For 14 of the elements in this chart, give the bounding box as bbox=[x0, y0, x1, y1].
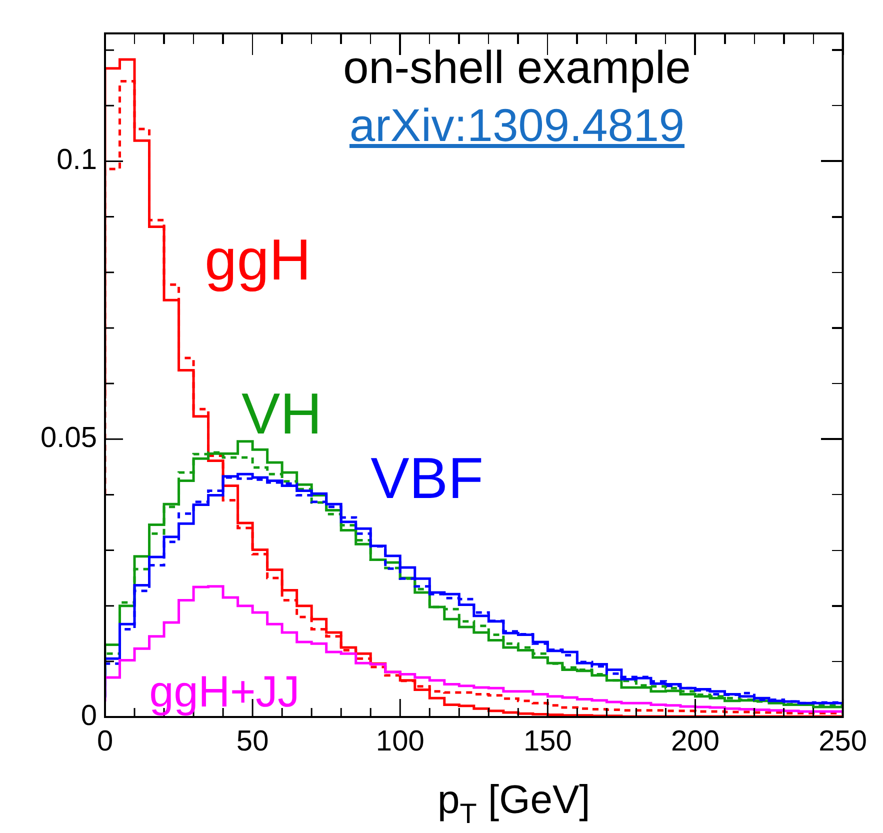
annotation: on-shell example bbox=[343, 41, 691, 93]
y-tick-label: 0.1 bbox=[56, 144, 97, 176]
series-label: VH bbox=[241, 381, 322, 446]
series-label: ggH+JJ bbox=[149, 668, 300, 717]
x-tick-label: 50 bbox=[236, 725, 269, 758]
y-tick-label: 0.05 bbox=[40, 422, 97, 454]
series-label: VBF bbox=[370, 446, 484, 512]
annotation: arXiv:1309.4819 bbox=[349, 99, 685, 151]
x-tick-label: 200 bbox=[671, 725, 720, 758]
y-tick-label: 0 bbox=[80, 700, 97, 732]
series-label: ggH bbox=[204, 227, 312, 292]
x-tick-label: 250 bbox=[818, 725, 868, 758]
x-tick-label: 150 bbox=[523, 725, 572, 758]
x-tick-label: 100 bbox=[376, 725, 424, 758]
